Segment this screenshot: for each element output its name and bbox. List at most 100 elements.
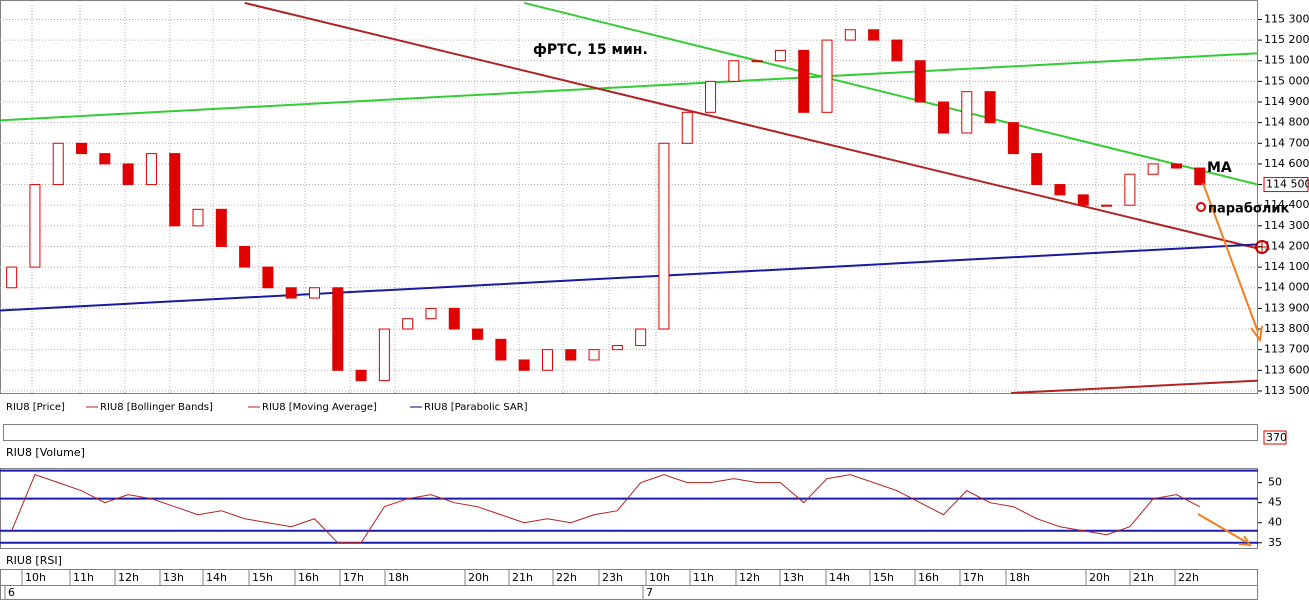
last-price-label: 114 500 (1266, 178, 1309, 191)
trend-line (0, 243, 1259, 312)
candle (472, 328, 484, 340)
time-label: 12h (739, 571, 760, 584)
y-tick-label: 40 (1268, 516, 1282, 529)
candle (821, 39, 833, 113)
candle (1101, 204, 1113, 207)
y-tick-label: 113 900 (1264, 301, 1309, 314)
legend-entry: RIU8 [Bollinger Bands] (100, 402, 213, 413)
candle (774, 49, 786, 62)
candle (588, 349, 600, 361)
y-tick-label: 50 (1268, 476, 1282, 489)
time-label: 11h (73, 571, 94, 584)
legend-entry: RIU8 [Moving Average] (262, 402, 377, 413)
candle (635, 328, 647, 347)
candle (1124, 173, 1136, 206)
time-label: 22h (556, 571, 577, 584)
time-label: 13h (783, 571, 804, 584)
candle (705, 80, 717, 113)
candle (52, 142, 64, 186)
candle (495, 338, 507, 361)
candle (192, 208, 204, 227)
candle (76, 142, 88, 155)
last-price-box (1263, 177, 1309, 193)
time-label: 21h (512, 571, 533, 584)
candle (448, 307, 460, 330)
volume-value: 370 (1266, 431, 1287, 444)
y-tick-label: 45 (1268, 496, 1282, 509)
candle (1194, 167, 1206, 186)
candle (309, 287, 320, 299)
forecast-arrow (1202, 182, 1259, 333)
time-label: 20h (1089, 571, 1110, 584)
y-tick-label: 115 300 (1264, 12, 1309, 25)
date-label: 7 (646, 586, 653, 599)
candle (565, 349, 577, 361)
candle (518, 359, 530, 371)
time-label: 16h (918, 571, 939, 584)
time-axis (0, 569, 1258, 600)
candle (1147, 163, 1159, 175)
time-label: 18h (1009, 571, 1030, 584)
time-label: 20h (468, 571, 489, 584)
candle (239, 245, 251, 268)
candle (914, 60, 926, 103)
candle (378, 328, 390, 382)
y-tick-label: 114 400 (1264, 198, 1309, 211)
candle (1077, 194, 1089, 206)
marker (1196, 202, 1206, 212)
candle (169, 153, 181, 227)
trend-line (1011, 379, 1259, 394)
candle (961, 91, 973, 134)
y-tick-label: 113 800 (1264, 322, 1309, 335)
candle (1054, 184, 1066, 196)
candle (844, 29, 856, 41)
time-label: 17h (343, 571, 364, 584)
time-label: 15h (252, 571, 273, 584)
y-tick-label: 113 500 (1264, 384, 1309, 397)
time-label: 10h (25, 571, 46, 584)
time-label: 14h (829, 571, 850, 584)
time-label: 22h (1178, 571, 1199, 584)
y-tick-label: 114 600 (1264, 157, 1309, 170)
legend-entry: RIU8 [Price] (6, 402, 65, 413)
y-tick-label: 35 (1268, 536, 1282, 549)
candle (1007, 122, 1019, 155)
y-tick-label: 114 300 (1264, 219, 1309, 232)
candle (1170, 163, 1182, 169)
y-tick-label: 113 700 (1264, 343, 1309, 356)
time-label: 14h (206, 571, 227, 584)
candle (285, 287, 297, 299)
y-tick-label: 115 200 (1264, 33, 1309, 46)
candle (611, 345, 623, 351)
time-label: 11h (693, 571, 714, 584)
candle (798, 49, 810, 113)
trend-line (523, 1, 1259, 186)
volume-panel (3, 424, 1258, 441)
time-label: 17h (963, 571, 984, 584)
y-tick-label: 115 000 (1264, 74, 1309, 87)
y-tick-label: 114 000 (1264, 281, 1309, 294)
arrows (1197, 182, 1263, 547)
candle (541, 349, 553, 371)
candle (681, 111, 693, 144)
volume-value-box (1263, 430, 1287, 445)
date-label: 6 (8, 586, 15, 599)
panel-title: RIU8 [RSI] (6, 554, 62, 567)
rsi-line (11, 473, 1200, 544)
y-tick-label: 114 700 (1264, 136, 1309, 149)
candle (425, 307, 437, 320)
y-tick-label: 114 800 (1264, 116, 1309, 129)
legend-entry: RIU8 [Parabolic SAR] (424, 402, 528, 413)
annotation: MA (1207, 160, 1232, 176)
panel-title: RIU8 [Volume] (6, 446, 85, 459)
time-label: 12h (118, 571, 139, 584)
candle (355, 369, 367, 382)
candle (984, 91, 996, 124)
time-label: 15h (873, 571, 894, 584)
y-tick-label: 113 600 (1264, 363, 1309, 376)
candle (99, 153, 111, 165)
chart-title: фРТС, 15 мин. (533, 42, 648, 58)
time-label: 18h (388, 571, 409, 584)
